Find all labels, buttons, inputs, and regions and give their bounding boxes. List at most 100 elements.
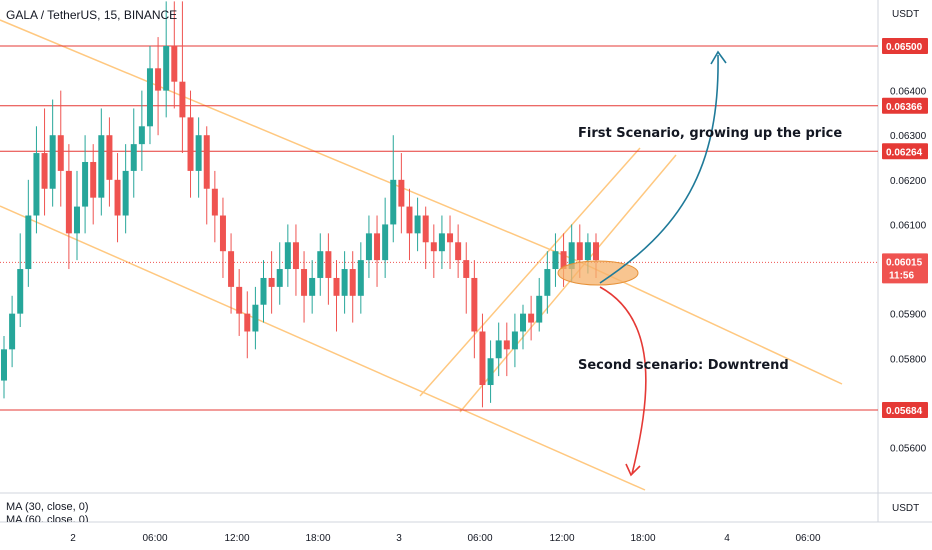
candle-body — [268, 277, 275, 287]
down-arrow[interactable] — [599, 286, 647, 475]
price-axis-ticks: 0.06400 0.06300 0.06200 0.06100 0.05900 0.058… — [890, 87, 927, 455]
candle — [406, 188, 413, 261]
candle-body — [325, 251, 332, 278]
zone-ellipse[interactable] — [557, 260, 639, 286]
candle-body — [349, 269, 356, 296]
channel-lines[interactable] — [0, 19, 843, 491]
candle — [114, 153, 121, 243]
candle-body — [292, 242, 299, 270]
candle — [317, 233, 324, 296]
candle-body — [398, 179, 405, 207]
rising-channel-lower[interactable] — [459, 154, 677, 413]
currency-label-bottom: USDT — [892, 503, 919, 514]
y-tick-label: 0.06400 — [890, 87, 927, 98]
candle — [82, 135, 89, 234]
candle-body — [187, 117, 194, 171]
candle — [495, 322, 502, 377]
chart-title: GALA / TetherUS, 15, BINANCE — [6, 8, 178, 22]
candle-body — [155, 68, 162, 91]
up-arrow-head — [710, 50, 727, 65]
candle-body — [479, 331, 486, 386]
candle-body — [520, 313, 527, 332]
level-tag — [882, 38, 928, 54]
up-arrow[interactable] — [599, 54, 719, 284]
candle-body — [406, 206, 413, 234]
candle — [390, 135, 397, 243]
candle — [146, 46, 153, 145]
candle — [9, 295, 16, 368]
candle-body — [146, 68, 153, 127]
lower-channel-line[interactable] — [0, 205, 646, 491]
candle — [536, 277, 543, 332]
candle-body — [438, 233, 445, 252]
candle — [49, 99, 56, 207]
candle-body — [33, 153, 40, 216]
candle-body — [309, 277, 316, 296]
candle-body — [228, 251, 235, 287]
candle — [155, 37, 162, 136]
candle — [544, 251, 551, 314]
candle-body — [341, 269, 348, 296]
candle-body — [82, 161, 89, 207]
last-price-tag — [882, 253, 928, 284]
annotation-second-scenario[interactable]: Second scenario: Downtrend — [578, 358, 789, 373]
candle-body — [576, 242, 583, 261]
candle-body — [57, 135, 64, 171]
candle-body — [447, 233, 454, 243]
candle-body — [463, 260, 470, 278]
level-tag — [882, 97, 928, 114]
x-tick-label: 4 — [724, 533, 730, 544]
indicator-ma60[interactable]: MA (60, close, 0) — [6, 514, 89, 522]
candle-body — [301, 269, 308, 296]
candle-body — [584, 242, 591, 261]
candle — [98, 108, 105, 216]
candle-body — [25, 215, 32, 270]
candle — [236, 269, 243, 336]
candle-body — [195, 135, 202, 171]
candle-body — [236, 286, 243, 314]
level-tag-label: 0.06500 — [886, 42, 923, 53]
candle — [430, 224, 437, 278]
indicator-ma30[interactable]: MA (30, close, 0) — [6, 501, 89, 513]
candle — [414, 197, 421, 252]
candle-body — [171, 46, 178, 82]
candle — [65, 144, 72, 270]
candle-body — [455, 242, 462, 261]
candle-body — [203, 135, 210, 189]
candle — [349, 251, 356, 323]
candle-body — [528, 313, 535, 323]
candle-body — [487, 358, 494, 386]
candle — [171, 1, 178, 109]
level-tag — [882, 143, 928, 160]
x-tick-label: 12:00 — [549, 533, 574, 544]
candle — [301, 251, 308, 323]
candle — [292, 224, 299, 296]
candle-body — [560, 251, 567, 270]
candle-body — [9, 313, 16, 350]
candle — [211, 170, 218, 243]
horizontal-levels[interactable] — [0, 45, 878, 411]
x-tick-label: 06:00 — [467, 533, 492, 544]
y-tick-label: 0.05600 — [890, 443, 927, 454]
upper-channel-line[interactable] — [0, 19, 581, 263]
candle — [438, 215, 445, 270]
candle-body — [365, 233, 372, 261]
candle-body — [382, 224, 389, 261]
candle-body — [73, 206, 80, 234]
candle-body — [17, 269, 24, 314]
candle — [57, 90, 64, 207]
candle — [455, 224, 462, 278]
candles — [1, 1, 599, 408]
candle — [25, 179, 32, 287]
candle — [503, 322, 510, 377]
candle-body — [65, 170, 72, 234]
candle — [487, 340, 494, 403]
rising-channel-upper[interactable] — [419, 147, 641, 397]
candle — [284, 224, 291, 287]
annotation-first-scenario[interactable]: First Scenario, growing up the price — [578, 126, 842, 141]
candle-body — [179, 81, 186, 118]
x-tick-label: 3 — [396, 533, 402, 544]
x-tick-label: 18:00 — [305, 533, 330, 544]
candle-body — [244, 313, 251, 332]
